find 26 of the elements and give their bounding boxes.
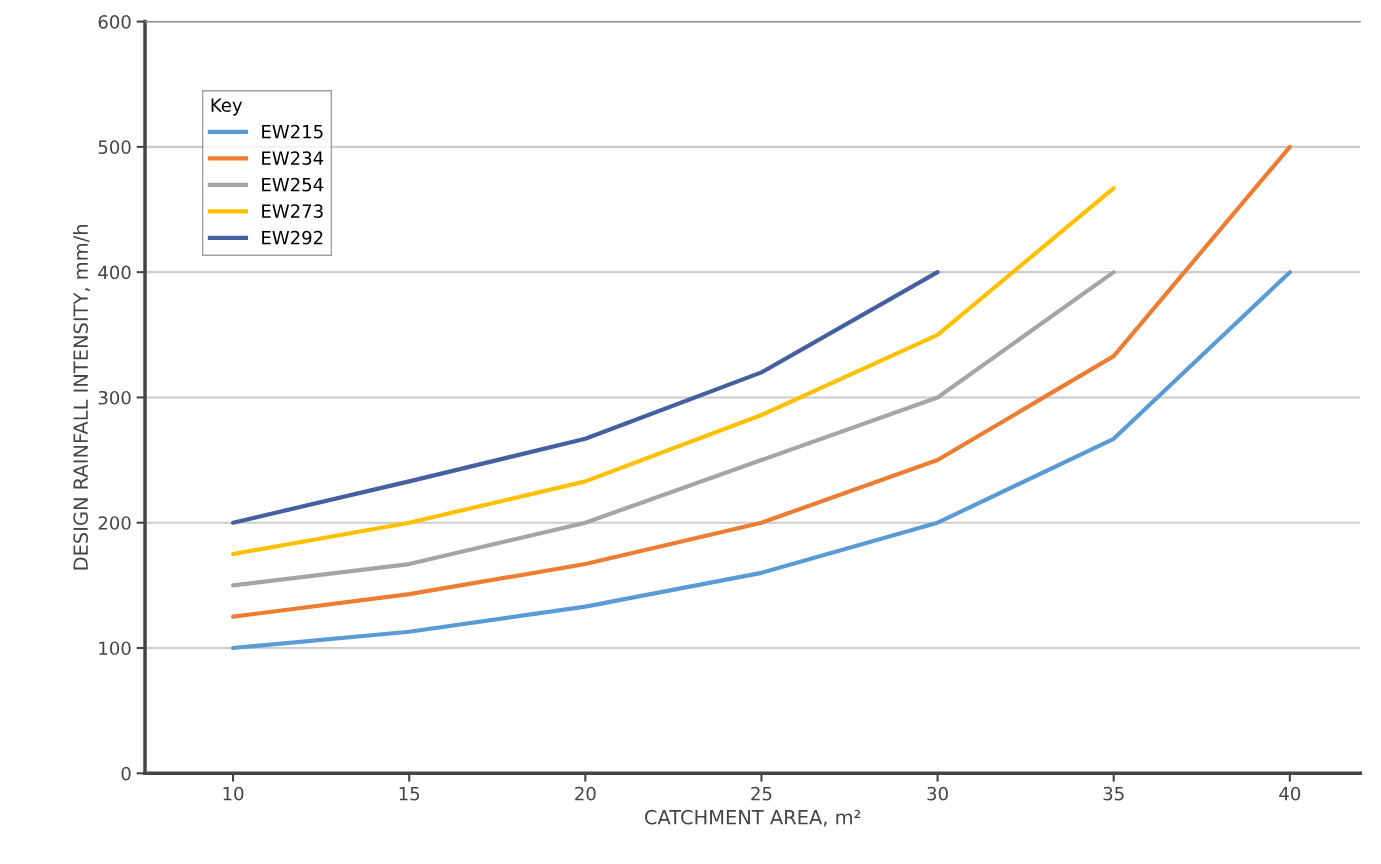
legend-label: EW215 [262,124,323,139]
legend-label: EW234 [262,151,324,165]
y-tick-label: 200 [98,516,131,530]
legend-label: EW273 [262,204,323,218]
line-series [230,270,1116,588]
x-axis-title: CATCHMENT AREA, m² [645,809,861,827]
y-tick-label: 500 [98,140,131,154]
line-series [230,144,1292,619]
x-tick-label: 35 [1103,786,1124,801]
line-series [230,270,1292,651]
y-tick-label: 100 [99,641,131,656]
x-tick-label: 30 [927,786,948,801]
y-tick-label: 300 [98,390,131,405]
legend-label: EW254 [262,177,324,192]
line-series [230,270,940,525]
y-tick-label: 400 [98,265,131,280]
x-tick-label: 25 [751,786,772,801]
y-tick-label: 600 [98,15,131,29]
x-tick-label: 40 [1279,786,1301,801]
y-axis-title: DESIGN RAINFALL INTENSITY, mm/h [72,225,91,570]
legend-title: Key [211,98,243,116]
legend-label: EW292 [262,230,323,245]
x-tick-label: 10 [223,786,244,801]
x-tick-label: 20 [575,786,596,801]
x-tick-label: 15 [399,787,420,801]
y-tick-label: 0 [121,766,131,781]
